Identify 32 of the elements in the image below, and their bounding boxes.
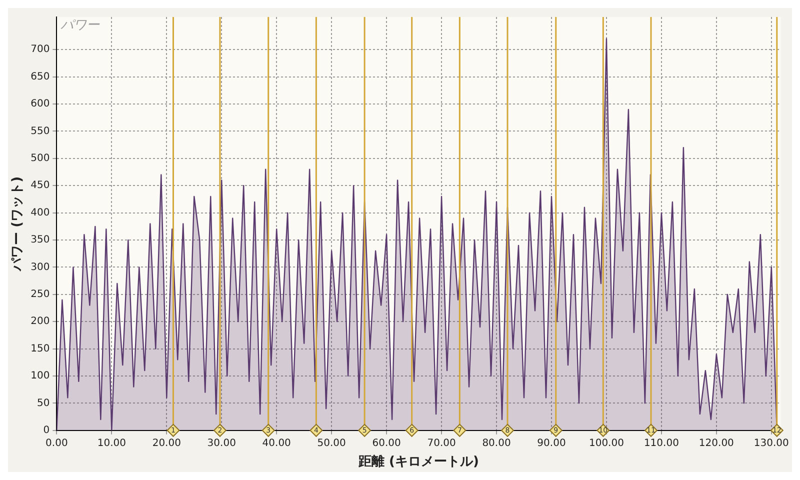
chart-title: パワー <box>60 18 101 33</box>
x-tick-label: 120.00 <box>698 438 734 449</box>
x-tick-label: 130.00 <box>754 438 789 449</box>
y-tick-label: 250 <box>30 289 50 300</box>
y-tick-label: 450 <box>30 180 50 192</box>
y-tick-label: 200 <box>30 316 50 328</box>
y-tick-label: 150 <box>30 343 50 354</box>
x-tick-label: 20.00 <box>152 438 181 449</box>
y-axis-title: パワー (ワット) <box>10 176 26 272</box>
y-tick-label: 350 <box>30 234 50 246</box>
x-tick-label: 70.00 <box>427 438 456 449</box>
y-tick-label: 650 <box>30 71 50 82</box>
y-tick-label: 400 <box>30 207 50 218</box>
y-tick-label: 700 <box>30 44 50 56</box>
y-tick-label: 100 <box>30 370 50 382</box>
x-tick-label: 30.00 <box>207 438 236 449</box>
x-tick-label: 90.00 <box>537 438 566 449</box>
y-tick-label: 0 <box>43 424 50 436</box>
x-tick-label: 80.00 <box>482 438 511 449</box>
x-tick-label: 60.00 <box>372 438 401 449</box>
y-tick-label: 600 <box>30 98 50 110</box>
x-tick-label: 50.00 <box>317 438 346 449</box>
y-tick-label: 50 <box>36 398 50 409</box>
x-axis-title: 距離 (キロメートル) <box>358 454 479 470</box>
y-tick-label: 500 <box>30 153 50 164</box>
x-tick-label: 110.00 <box>644 438 679 449</box>
x-tick-label: 40.00 <box>262 438 291 449</box>
x-tick-label: 10.00 <box>97 438 126 449</box>
y-tick-label: 550 <box>30 126 50 137</box>
x-tick-label: 100.00 <box>588 438 624 449</box>
y-tick-label: 300 <box>30 262 50 273</box>
x-tick-label: 0.00 <box>46 438 68 449</box>
